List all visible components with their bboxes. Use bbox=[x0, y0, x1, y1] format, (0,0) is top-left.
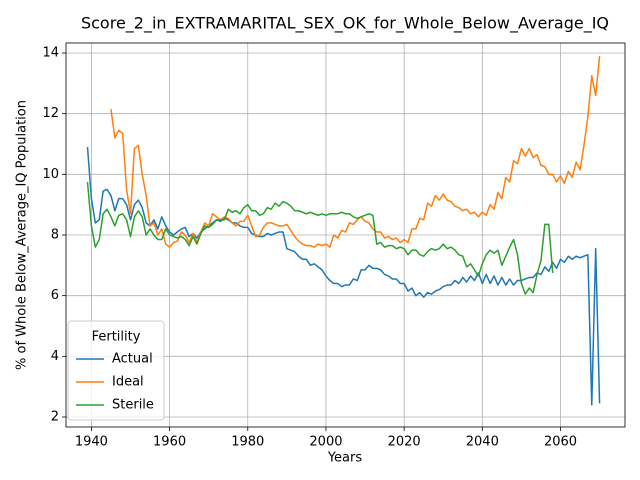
x-tick-label: 2040 bbox=[466, 435, 499, 450]
y-tick-label: 12 bbox=[42, 106, 59, 121]
x-tick-label: 2020 bbox=[388, 435, 421, 450]
x-axis-label: Years bbox=[327, 451, 363, 466]
data-line bbox=[110, 55, 601, 248]
y-axis-label: % of Whole Below_Average_IQ Population bbox=[15, 100, 30, 370]
plot-frame bbox=[65, 42, 626, 428]
legend: Fertility Actual Ideal Sterile bbox=[67, 320, 165, 421]
legend-box bbox=[67, 320, 165, 421]
legend-label: Sterile bbox=[112, 398, 154, 413]
legend-title: Fertility bbox=[92, 330, 141, 345]
x-tick-label: 2000 bbox=[309, 435, 342, 450]
y-tick-label: 14 bbox=[42, 46, 59, 61]
y-tick-label: 2 bbox=[51, 409, 59, 424]
y-tick-label: 4 bbox=[51, 349, 59, 364]
y-tick-label: 10 bbox=[42, 167, 59, 182]
y-tick-label: 8 bbox=[51, 228, 59, 243]
y-tick-label: 6 bbox=[51, 288, 59, 303]
legend-label: Actual bbox=[112, 352, 153, 367]
x-tick-label: 1960 bbox=[153, 435, 186, 450]
data-line bbox=[86, 181, 554, 295]
legend-label: Ideal bbox=[112, 375, 144, 390]
x-tick-label: 1940 bbox=[75, 435, 108, 450]
x-tick-label: 2060 bbox=[544, 435, 577, 450]
chart-title: Score_2_in_EXTRAMARITAL_SEX_OK_for_Whole… bbox=[81, 14, 609, 34]
data-line bbox=[86, 146, 601, 406]
x-tick-label: 1980 bbox=[231, 435, 264, 450]
